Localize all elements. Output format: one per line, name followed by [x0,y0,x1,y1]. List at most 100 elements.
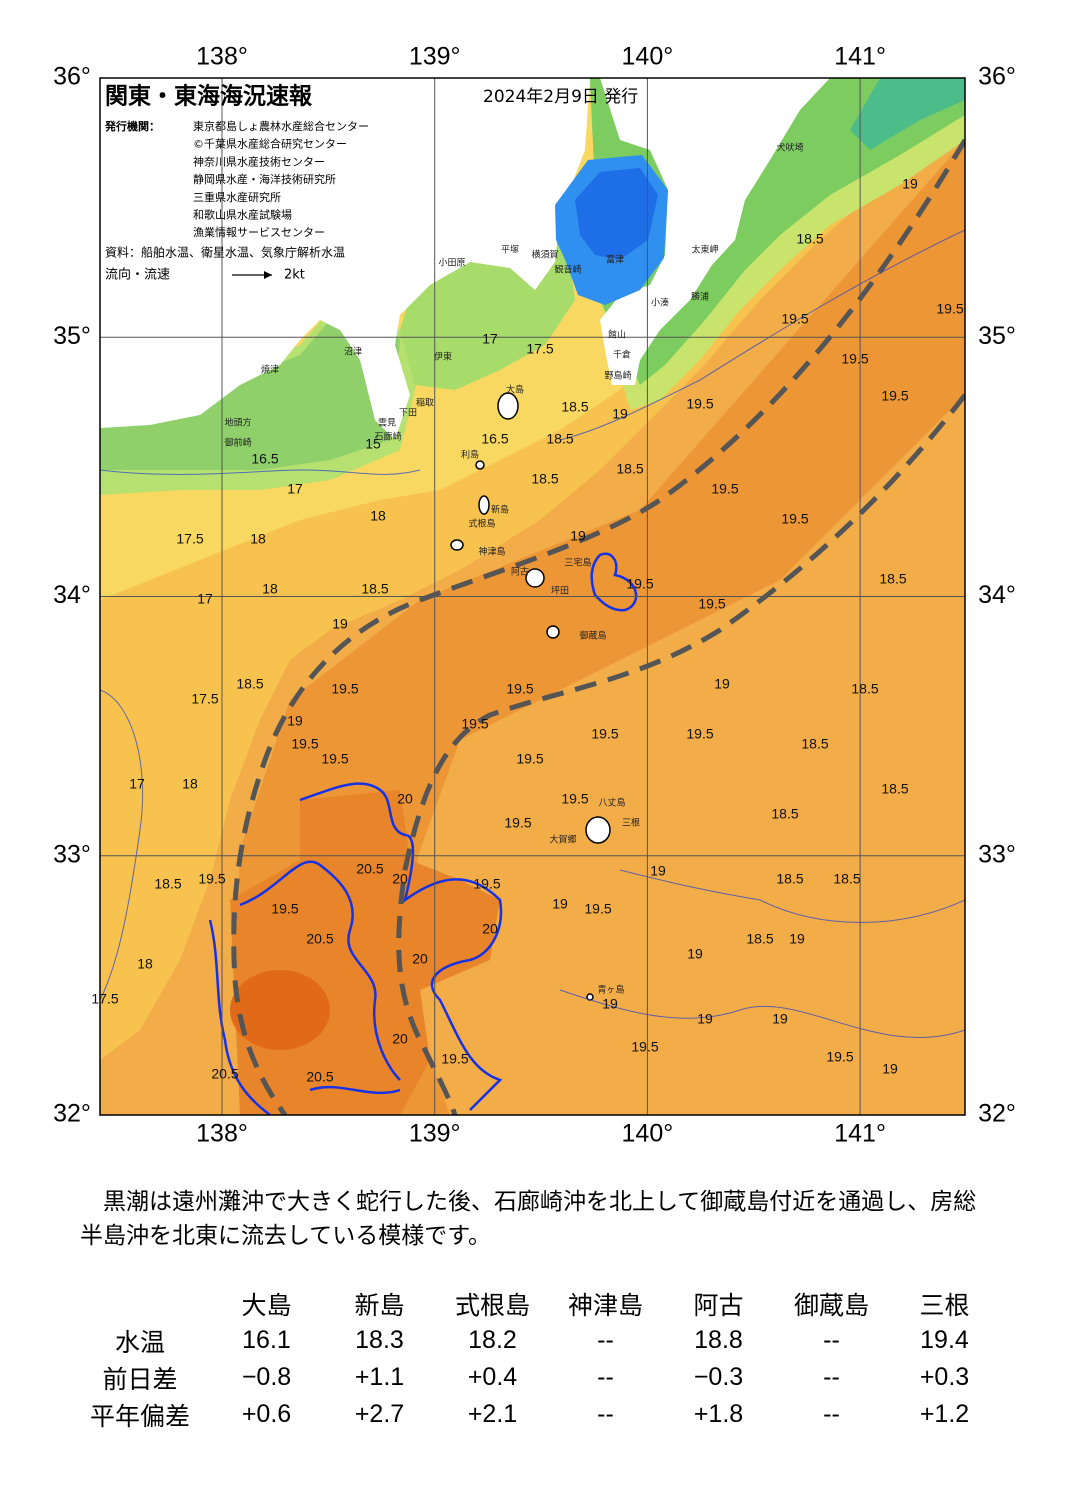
place-name: 八丈島 [598,797,625,809]
contour-label: 18.5 [776,871,803,887]
contour-label: 19.5 [441,1051,468,1067]
lon-label: 139° [409,43,461,71]
contour-label: 19.5 [781,311,808,327]
contour-label: 20.5 [306,931,333,947]
contour-label: 19.5 [881,388,908,404]
contour-label: 18.5 [616,461,643,477]
lat-label: 34° [53,581,91,609]
place-name: 稲取 [416,397,434,409]
place-name: 地頭方 [224,417,251,429]
cell: -- [823,1326,840,1354]
place-name: 観音崎 [554,264,581,276]
place-name: 館山 [608,329,626,341]
legend [232,271,272,279]
contour-label: 18.5 [851,681,878,697]
contour-label: 19.5 [461,716,488,732]
contour-label: 19.5 [841,351,868,367]
place-name: 神津島 [478,546,505,558]
column-header: 阿古 [693,1290,744,1320]
contour-label: 19 [612,406,628,422]
contour-label: 19.5 [198,871,225,887]
legend-speed: 2kt [284,268,305,283]
contour-label: 18.5 [833,871,860,887]
lon-label: 141° [834,1120,886,1148]
contour-label: 18.5 [746,931,773,947]
contour-label: 19 [882,1061,898,1077]
lat-label: 33° [53,840,91,868]
place-name: 勝浦 [691,291,709,303]
lat-label: 35° [53,322,91,350]
lon-label: 138° [196,1120,248,1148]
cell: 18.2 [468,1326,517,1354]
lat-label: 32° [978,1100,1016,1128]
place-name: 新島 [491,504,509,516]
map-frame [99,77,966,1116]
contour-label: 16.5 [251,451,278,467]
contour-label: 20 [412,951,428,967]
contour-label: 19.5 [626,576,653,592]
issuer: 静岡県水産・海洋技術研究所 [193,172,336,186]
contour-label: 17.5 [176,531,203,547]
contour-label: 19 [650,863,666,879]
place-name: 富津 [606,254,624,266]
column-header: 大島 [241,1290,292,1320]
cell: 18.8 [694,1326,743,1354]
title: 関東・東海海況速報 [105,83,313,110]
summary-text: 黒潮は遠州灘沖で大きく蛇行した後、石廊崎沖を北上して御蔵島付近を通過し、房総半島… [80,1189,977,1249]
issue-date: 2024年2月9日 発行 [483,87,638,107]
contour-label: 19.5 [698,596,725,612]
contour-label: 17 [129,776,145,792]
lon-label: 140° [622,1120,674,1148]
contour-label: 17.5 [526,341,553,357]
contour-label: 19.5 [506,681,533,697]
place-name: 平塚 [501,245,519,256]
table-header: 大島 新島 式根島 神津島 阿古 御蔵島 三根 [70,1285,1001,1322]
station-table: 大島 新島 式根島 神津島 阿古 御蔵島 三根 水温 16.1 18.3 18.2 -- 18.8 --… [70,1285,1001,1433]
contour-label: 18.5 [881,781,908,797]
place-name: 千倉 [613,349,631,361]
row-label: 前日差 [102,1364,178,1394]
contour-label: 19.5 [686,726,713,742]
contour-label: 19.5 [473,876,500,892]
contour-label: 20 [397,791,413,807]
place-name: 犬吠埼 [776,142,803,154]
place-name: 太東岬 [691,244,718,256]
contour-label: 20 [482,921,498,937]
contour-label: 19.5 [321,751,348,767]
place-name: 御前崎 [224,437,251,449]
table-row: 前日差 −0.8 +1.1 +0.4 -- −0.3 -- +0.3 [70,1359,1001,1396]
place-name: 青ヶ島 [597,984,624,996]
lat-label: 32° [53,1100,91,1128]
contour-label: 19 [714,676,730,692]
contour-label: 17 [287,481,303,497]
contour-label: 18.5 [546,431,573,447]
contour-label: 19.5 [936,301,963,317]
graticule [100,77,965,1116]
contour-label: 16.5 [481,431,508,447]
place-name: 下田 [399,408,417,419]
legend-arrowhead [264,271,272,279]
cell: 18.3 [355,1326,404,1354]
contour-label: 20 [392,1031,408,1047]
source: 資料：船舶水温、衛星水温、気象庁解析水温 [105,245,345,260]
table-row: 水温 16.1 18.3 18.2 -- 18.8 -- 19.4 [70,1322,1001,1359]
place-name: 大賀郷 [549,834,576,846]
cell: 16.1 [242,1326,291,1354]
issuer: 和歌山県水産試験場 [193,208,292,222]
issuer: 三重県水産研究所 [193,190,281,204]
cell: -- [823,1400,840,1428]
contour-label: 19 [287,713,303,729]
cell: +2.1 [467,1400,518,1428]
cell: −0.3 [693,1363,744,1391]
row-label: 水温 [114,1327,165,1357]
cell: -- [597,1400,614,1428]
contour-label: 19.5 [686,396,713,412]
column-header: 三根 [919,1290,970,1320]
contour-label: 18 [137,956,153,972]
contour-label: 19 [570,528,586,544]
contour-label: 19 [902,176,918,192]
contour-label: 18 [250,531,266,547]
place-name: 小田原 [438,258,465,269]
